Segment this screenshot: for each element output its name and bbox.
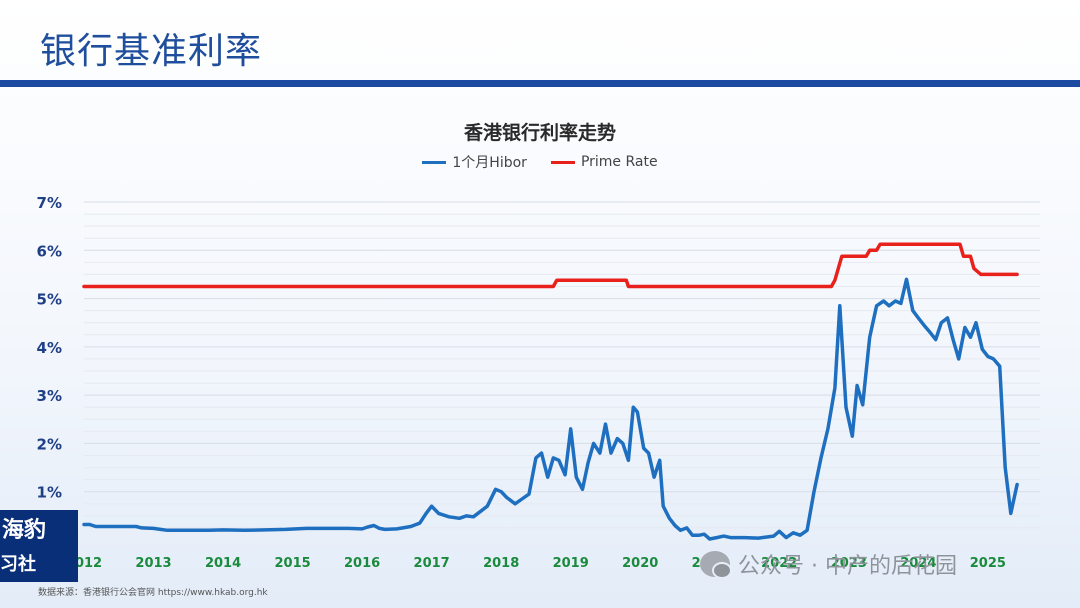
title-divider: [0, 80, 1080, 87]
legend-label-hibor: 1个月Hibor: [452, 155, 527, 171]
page-title: 银行基准利率: [40, 31, 263, 72]
y-tick-label: 3%: [37, 387, 62, 405]
brand-logo-line1: 海豹: [2, 518, 47, 543]
y-tick-label: 2%: [37, 435, 62, 453]
legend-swatch-prime: [550, 160, 575, 164]
y-tick-label: 5%: [37, 291, 62, 309]
legend-item-hibor: 1个月Hibor: [422, 152, 527, 172]
x-tick-label: 2019: [553, 556, 589, 571]
prime-rate-line: [82, 242, 1019, 289]
x-tick-label: 2022: [761, 556, 797, 571]
x-tick-label: 2017: [414, 556, 450, 571]
hibor-line: [82, 277, 1019, 541]
x-tick-label: 2024: [900, 556, 936, 571]
y-tick-label: 1%: [37, 484, 62, 502]
x-tick-label: 2014: [205, 556, 241, 571]
wechat-icon: [700, 551, 732, 579]
brand-logo-line2: 习社: [0, 554, 36, 575]
x-tick-label: 2020: [622, 556, 658, 571]
watermark: 公众号 · 中产的后花园: [700, 548, 957, 580]
y-tick-label: 6%: [37, 242, 62, 260]
legend-swatch-hibor: [422, 160, 447, 164]
legend-item-prime: Prime Rate: [550, 152, 658, 172]
x-tick-label: 2013: [135, 556, 171, 571]
brand-logo: 海豹 习社: [0, 510, 78, 582]
x-tick-label: 2018: [483, 556, 519, 571]
chart-title: 香港银行利率走势: [463, 122, 616, 144]
y-tick-label: 4%: [37, 339, 62, 357]
x-tick-label: 2025: [970, 556, 1006, 571]
source-note: 数据来源：香港银行公会官网 https://www.hkab.org.hk: [38, 588, 268, 598]
legend-label-prime: Prime Rate: [580, 154, 658, 170]
chart-legend: 1个月Hibor Prime Rate: [0, 152, 1080, 172]
x-tick-label: 2016: [344, 556, 380, 571]
x-tick-label: 2015: [274, 556, 310, 571]
watermark-text: 公众号 · 中产的后花园: [738, 554, 957, 579]
y-tick-label: 7%: [37, 194, 62, 212]
x-tick-label: 2023: [831, 556, 867, 571]
